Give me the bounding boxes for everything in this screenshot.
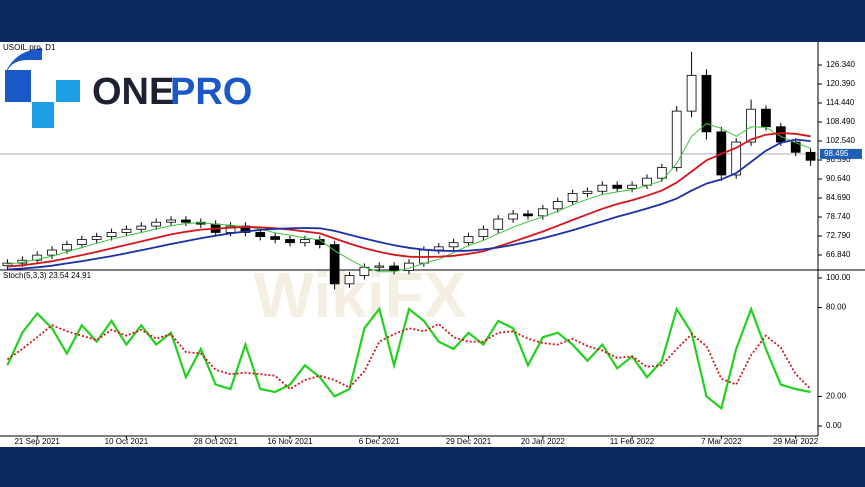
- logo: ONE PRO: [5, 48, 252, 128]
- candle-body: [76, 239, 87, 245]
- candle-body: [106, 232, 117, 238]
- x-tick-label: 7 Mar 2022: [701, 437, 742, 446]
- candle-body: [433, 246, 444, 251]
- candle-body: [136, 225, 147, 230]
- y-tick-label: 100.00: [826, 273, 851, 282]
- indicator-title: Stoch(5,3,3) 23.54 24.91: [3, 271, 92, 280]
- logo-block: [56, 80, 80, 102]
- candle-body: [537, 208, 548, 217]
- candle-body: [612, 184, 623, 189]
- y-tick-label: 126.340: [826, 60, 855, 69]
- candle-body: [627, 184, 637, 189]
- candle-body: [686, 74, 697, 112]
- y-tick-label: 20.00: [826, 392, 847, 401]
- x-tick-label: 29 Dec 2021: [446, 437, 492, 446]
- candle-body: [761, 108, 771, 128]
- candle-body: [508, 213, 518, 220]
- y-tick-label: 0.00: [826, 421, 842, 430]
- candle-body: [166, 219, 176, 223]
- candle-body: [746, 108, 756, 143]
- candle-body: [270, 236, 281, 240]
- y-tick-label: 66.840: [826, 250, 851, 259]
- candle-body: [642, 177, 652, 186]
- y-tick-label: 78.740: [826, 212, 851, 221]
- logo-text: PRO: [170, 71, 252, 113]
- logo-arc: [5, 48, 42, 100]
- logo-block: [32, 102, 54, 128]
- x-tick-label: 16 Nov 2021: [267, 437, 313, 446]
- candle-body: [151, 221, 162, 227]
- x-tick-label: 29 Mar 2022: [773, 437, 818, 446]
- candle-body: [656, 167, 667, 179]
- x-tick-label: 20 Jan 2022: [521, 437, 566, 446]
- candle-body: [478, 228, 489, 238]
- moving-average: [7, 138, 811, 271]
- candle-body: [47, 249, 57, 256]
- candle-body: [671, 110, 682, 169]
- x-tick-label: 11 Feb 2022: [610, 437, 655, 446]
- candle-body: [374, 265, 385, 268]
- logo-block: [5, 70, 31, 102]
- panel: [0, 42, 865, 447]
- candle-body: [32, 254, 43, 261]
- candle-body: [300, 239, 310, 244]
- candle-body: [805, 151, 816, 161]
- y-tick-label: 120.390: [826, 79, 855, 88]
- moving-average: [7, 123, 811, 273]
- y-tick-label: 114.440: [826, 98, 855, 107]
- candle-body: [240, 225, 251, 233]
- y-tick-label: 84.690: [826, 193, 851, 202]
- candle-body: [701, 74, 712, 133]
- candle-body: [329, 244, 340, 285]
- candle-body: [731, 141, 742, 176]
- candle-body: [523, 213, 533, 217]
- y-tick-label: 72.790: [826, 231, 851, 240]
- candle-body: [225, 225, 236, 233]
- y-tick-label: 90.640: [826, 174, 851, 183]
- x-tick-label: 21 Sep 2021: [14, 437, 60, 446]
- moving-average: [7, 132, 811, 268]
- oscillator-line: [6, 305, 811, 411]
- y-tick-label: 102.540: [826, 136, 855, 145]
- oscillator-line: [6, 322, 812, 391]
- y-tick-label: 80.00: [826, 303, 847, 312]
- candle-body: [91, 236, 102, 240]
- candle-body: [597, 184, 608, 192]
- candle-body: [552, 201, 563, 210]
- candle-body: [181, 219, 191, 223]
- x-tick-label: 6 Dec 2021: [359, 437, 400, 446]
- candle-body: [121, 228, 132, 233]
- candle-body: [463, 236, 474, 244]
- current-price-label: 98.495: [824, 149, 849, 158]
- y-tick-label: 96.590: [826, 155, 851, 164]
- candle-body: [344, 275, 355, 285]
- current-price-box: [820, 148, 862, 159]
- candle-body: [62, 244, 72, 251]
- candle-body: [285, 239, 295, 244]
- candle-body: [790, 141, 801, 153]
- logo-text: ONE: [92, 71, 174, 113]
- candle-body: [448, 242, 459, 248]
- x-tick-label: 28 Oct 2021: [194, 437, 238, 446]
- candle-body: [567, 193, 578, 202]
- candle-body: [582, 190, 593, 194]
- candle-body: [493, 218, 504, 230]
- chart-title: USOIL.pro, D1: [3, 43, 56, 52]
- x-tick-label: 10 Oct 2021: [105, 437, 149, 446]
- candle-body: [255, 232, 266, 238]
- candle-body: [389, 265, 399, 271]
- y-tick-label: 108.490: [826, 117, 855, 126]
- candle-body: [2, 262, 13, 267]
